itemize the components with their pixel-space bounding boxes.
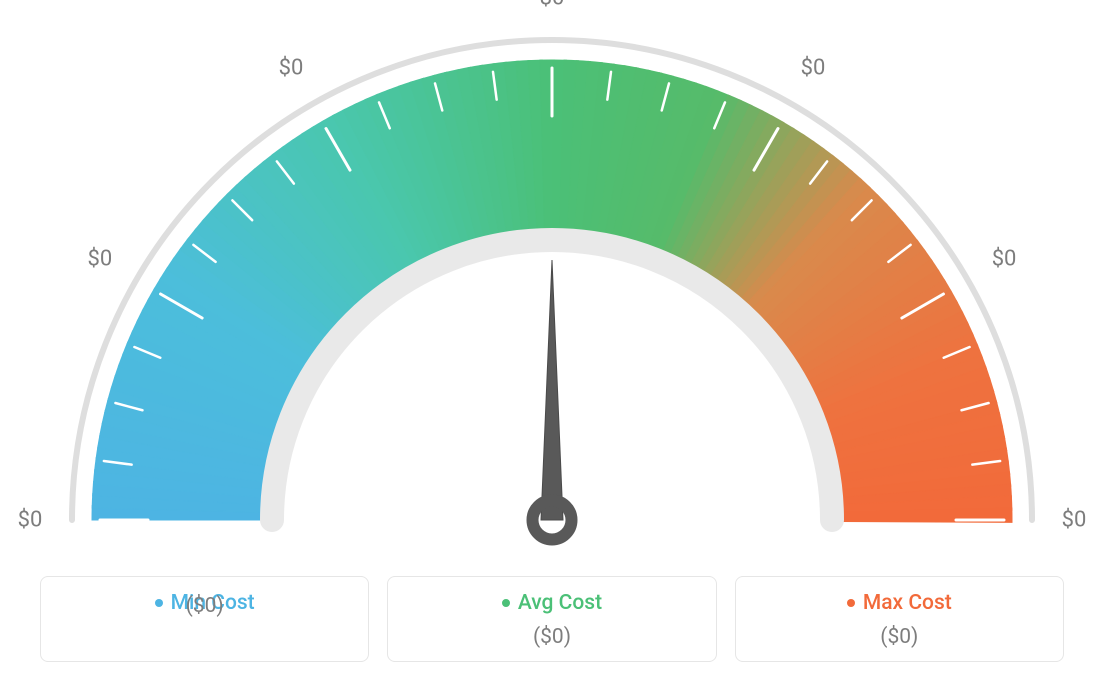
gauge-svg — [0, 0, 1104, 560]
legend-value-avg: ($0) — [398, 625, 705, 649]
legend-value-min-real: ($0) — [51, 594, 358, 618]
gauge-scale-label: $0 — [88, 247, 113, 272]
gauge-scale-label: $0 — [279, 55, 304, 80]
legend-dot-min — [155, 599, 163, 607]
legend-row: Min Cost ($0) Avg Cost ($0) Max Cost ($0… — [40, 576, 1064, 662]
gauge-scale-label: $0 — [992, 247, 1017, 272]
legend-title-text-avg: Avg Cost — [518, 591, 602, 615]
legend-dot-max — [847, 599, 855, 607]
legend-dot-avg — [502, 599, 510, 607]
legend-card-max: Max Cost ($0) — [735, 576, 1064, 662]
legend-title-text-max: Max Cost — [863, 591, 952, 615]
gauge-container: $0 $0 $0 $0 $0 $0 $0 — [0, 0, 1104, 560]
gauge-scale-label: $0 — [1062, 508, 1087, 533]
legend-value-max: ($0) — [746, 625, 1053, 649]
gauge-scale-label: $0 — [18, 508, 43, 533]
legend-card-min: Min Cost ($0) — [40, 576, 369, 662]
legend-title-avg: Avg Cost — [502, 591, 602, 615]
legend-title-max: Max Cost — [847, 591, 952, 615]
gauge-scale-label: $0 — [801, 55, 826, 80]
gauge-scale-label: $0 — [540, 0, 565, 11]
legend-card-avg: Avg Cost ($0) — [387, 576, 716, 662]
